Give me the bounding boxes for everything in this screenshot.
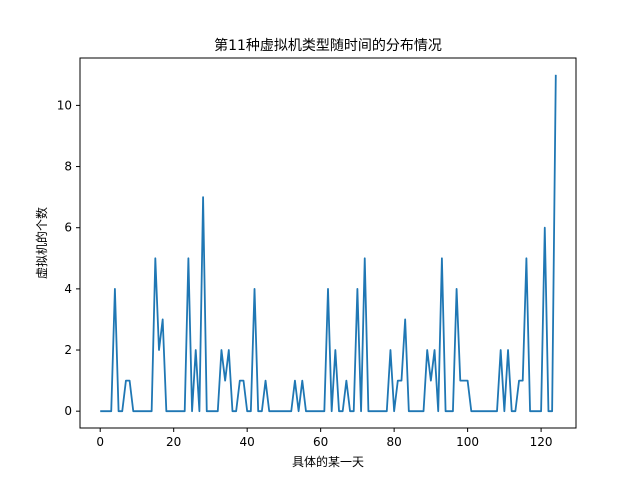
y-tick-label: 6	[64, 221, 72, 235]
series-line	[100, 74, 557, 413]
chart-title: 第11种虚拟机类型随时间的分布情况	[214, 37, 442, 54]
x-tick-label: 20	[166, 435, 181, 449]
x-tick-label: 80	[386, 435, 401, 449]
x-tick-label: 0	[96, 435, 104, 449]
x-tick-label: 40	[240, 435, 255, 449]
x-ticks: 0 20 40 60 80 100 120	[96, 428, 553, 449]
series-layer	[100, 74, 557, 413]
plot-frame	[79, 57, 577, 429]
y-axis-label: 虚拟机的个数	[34, 207, 49, 279]
x-tick-label: 60	[313, 435, 328, 449]
y-tick-label: 4	[64, 282, 72, 296]
y-tick-label: 2	[64, 343, 72, 357]
y-ticks: 0 2 4 6 8 10	[57, 98, 80, 418]
x-axis-label: 具体的某一天	[292, 454, 364, 469]
x-tick-label: 100	[456, 435, 479, 449]
y-tick-label: 10	[57, 98, 72, 112]
x-tick-label: 120	[530, 435, 553, 449]
y-tick-label: 0	[64, 404, 72, 418]
y-tick-label: 8	[64, 160, 72, 174]
